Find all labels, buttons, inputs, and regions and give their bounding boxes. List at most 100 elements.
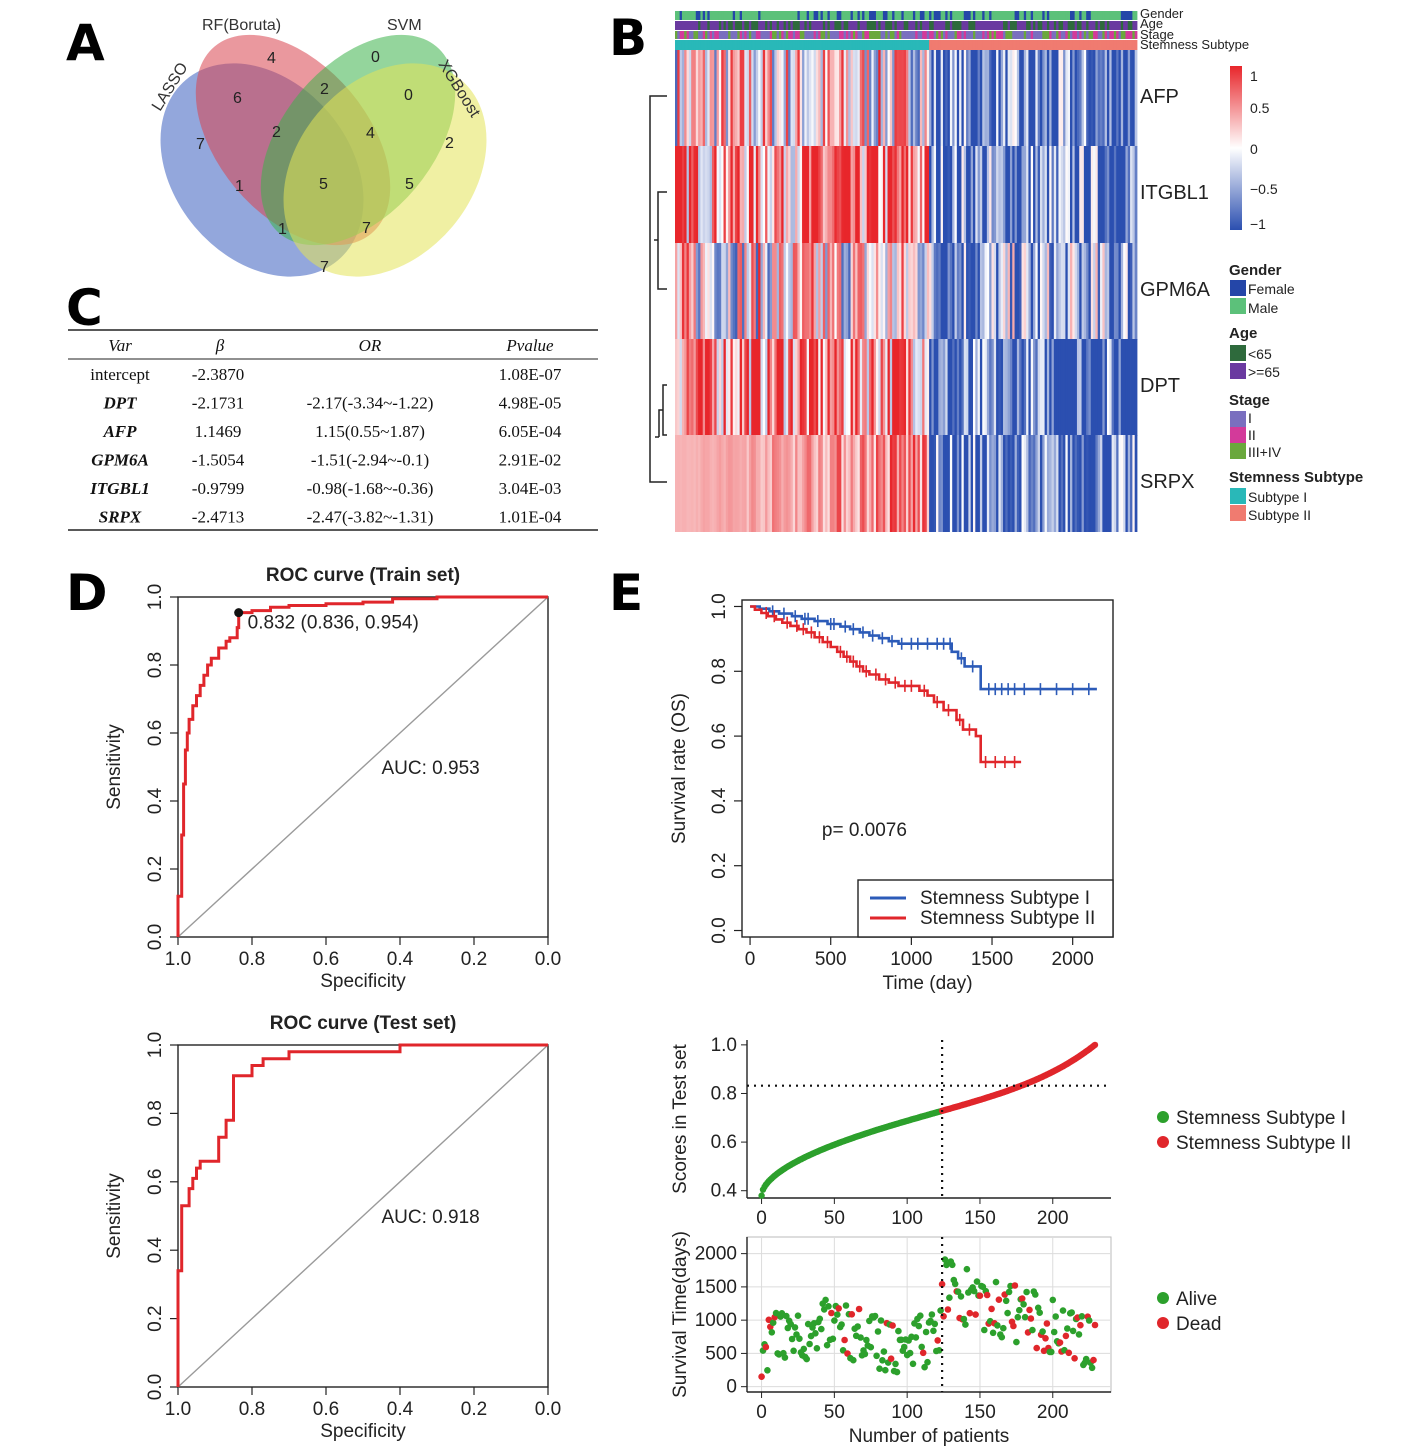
y-tick-label: 0.6 (709, 723, 730, 749)
track-cell-age (1009, 21, 1013, 30)
track-cell-stage (873, 31, 877, 39)
heatmap-cell (866, 146, 870, 243)
track-cell-stage (788, 31, 791, 39)
track-cell-subtype (961, 40, 965, 50)
heatmap-cell (702, 146, 706, 243)
track-cell-age (748, 21, 752, 30)
heatmap-cell (1019, 146, 1022, 243)
track-cell-age (1028, 21, 1032, 30)
heatmap-cell (795, 243, 798, 340)
heatmap-cell (718, 243, 722, 340)
track-cell-subtype (769, 40, 773, 50)
track-cell-age (1044, 21, 1048, 30)
heatmap-cell (679, 146, 683, 243)
track-cell-stage (728, 31, 731, 39)
y-tick-label: 0.8 (145, 1100, 166, 1126)
heatmap-cell (1076, 243, 1080, 340)
patient-point (938, 1280, 946, 1288)
heatmap-cell (915, 435, 918, 532)
track-cell-subtype (956, 40, 960, 50)
track-cell-stage (1056, 31, 1059, 39)
heatmap-cell (813, 435, 817, 532)
track-cell-age (899, 21, 902, 30)
heatmap-cell (799, 243, 803, 340)
heatmap-cell (1051, 50, 1055, 147)
heatmap-cell (700, 243, 704, 340)
heatmap-cell (1118, 243, 1122, 340)
patient-point (822, 1296, 829, 1304)
track-cell-gender (966, 11, 969, 20)
track-cell-age (1072, 21, 1076, 30)
heatmap-cell (1063, 146, 1066, 243)
track-cell-stage (910, 31, 914, 39)
panel-letter-e: E (609, 564, 643, 622)
heatmap-cell (790, 50, 794, 147)
track-cell-gender (755, 11, 759, 20)
patient-point (976, 1292, 984, 1299)
track-cell-subtype (1132, 40, 1136, 50)
heatmap-cell (926, 339, 930, 436)
track-cell-stage (746, 31, 750, 39)
track-cell-subtype (1088, 40, 1092, 50)
y-tick-label: 1000 (695, 1310, 737, 1331)
heatmap-cell (1003, 435, 1006, 532)
heatmap-cell (688, 339, 692, 436)
track-cell-stage (1044, 31, 1048, 39)
heatmap-cell (698, 50, 701, 147)
track-cell-gender (1042, 11, 1045, 20)
patient-point (1026, 1306, 1033, 1314)
heatmap-cell (1009, 435, 1013, 532)
heatmap-cell (783, 50, 787, 147)
heatmap-cell (869, 435, 872, 532)
heatmap-cell (1028, 339, 1032, 436)
heatmap-cell (989, 243, 992, 340)
track-cell-gender (952, 11, 955, 20)
track-cell-age (741, 21, 745, 30)
track-cell-subtype (852, 40, 856, 50)
track-cell-stage (894, 31, 898, 39)
patient-point (957, 1293, 965, 1300)
heatmap-cell (1033, 339, 1036, 436)
x-tick-label: 0.2 (461, 949, 487, 970)
track-cell-stage (1049, 31, 1052, 39)
heatmap-cell (912, 435, 916, 532)
heatmap-cell (952, 435, 955, 532)
track-cell-stage (695, 31, 699, 39)
table-cell-pvalue: 2.91E-02 (499, 451, 562, 470)
track-cell-subtype (735, 40, 738, 50)
heatmap-cell (693, 339, 697, 436)
heatmap-cell (1028, 50, 1032, 147)
patient-point (803, 1355, 810, 1363)
track-cell-gender (991, 11, 995, 20)
heatmap-cell (1088, 146, 1092, 243)
track-cell-stage (878, 31, 881, 39)
track-cell-gender (873, 11, 877, 20)
track-cell-stage (954, 31, 958, 39)
heatmap-cell (1076, 50, 1080, 147)
chart-title: ROC curve (Test set) (270, 1013, 457, 1034)
heatmap-cell (1097, 435, 1101, 532)
heatmap-cell (765, 435, 768, 532)
heatmap-cell (929, 146, 932, 243)
heatmap-cell (972, 146, 976, 243)
track-cell-subtype (679, 40, 683, 50)
heatmap-cell (977, 146, 981, 243)
track-cell-subtype (1123, 40, 1126, 50)
track-cell-subtype (1083, 40, 1087, 50)
heatmap-cell (864, 339, 868, 436)
heatmap-cell (892, 435, 895, 532)
heatmap-cell (788, 435, 791, 532)
heatmap-cell (906, 339, 909, 436)
heatmap-cell (709, 50, 713, 147)
track-cell-gender (1086, 11, 1089, 20)
heatmap-cell (982, 339, 985, 436)
heatmap-cell (972, 243, 976, 340)
track-cell-age (755, 21, 759, 30)
track-cell-age (705, 21, 708, 30)
heatmap-cell (762, 435, 766, 532)
track-cell-gender (1074, 11, 1078, 20)
heatmap-cell (681, 339, 685, 436)
track-cell-subtype (1058, 40, 1062, 50)
heatmap-cell (698, 146, 701, 243)
heatmap-cell (1030, 50, 1034, 147)
